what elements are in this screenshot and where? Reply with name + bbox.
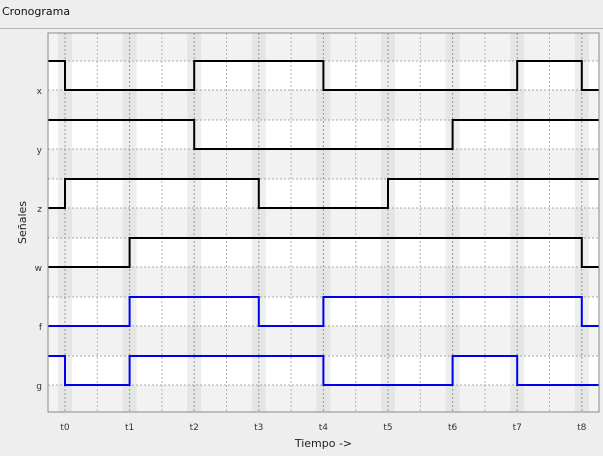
x-tick-label: t2	[190, 423, 199, 433]
signal-trace-f	[48, 296, 599, 327]
x-tick-label: t8	[577, 423, 587, 433]
labels: x y z w f g t0 t1 t2 t3 t4 t5 t6 t7 t8	[35, 87, 587, 433]
plot-border	[47, 32, 600, 413]
x-axis-title: Tiempo ->	[294, 437, 352, 450]
y-tick-label: f	[39, 323, 43, 333]
signal-trace-g	[48, 355, 599, 386]
signal-traces	[48, 60, 599, 386]
y-axis-title: Señales	[16, 201, 29, 244]
x-tick-label: t6	[448, 423, 458, 433]
grid	[48, 33, 599, 412]
y-tick-label: y	[37, 146, 43, 156]
signal-trace-y	[48, 119, 599, 150]
x-tick-label: t1	[125, 423, 134, 433]
x-tick-label: t3	[254, 423, 263, 433]
y-tick-label: x	[37, 87, 43, 97]
x-tick-label: t5	[383, 423, 392, 433]
x-tick-label: t0	[60, 423, 70, 433]
y-tick-label: g	[36, 382, 42, 392]
x-tick-label: t7	[513, 423, 522, 433]
signal-trace-w	[48, 237, 599, 268]
signal-trace-x	[48, 60, 599, 91]
signal-trace-z	[48, 178, 599, 209]
x-tick-label: t4	[319, 423, 329, 433]
window-title: Cronograma	[2, 5, 71, 18]
title-bar: Cronograma	[0, 0, 603, 29]
y-tick-label: z	[37, 205, 42, 215]
y-tick-label: w	[35, 264, 42, 274]
